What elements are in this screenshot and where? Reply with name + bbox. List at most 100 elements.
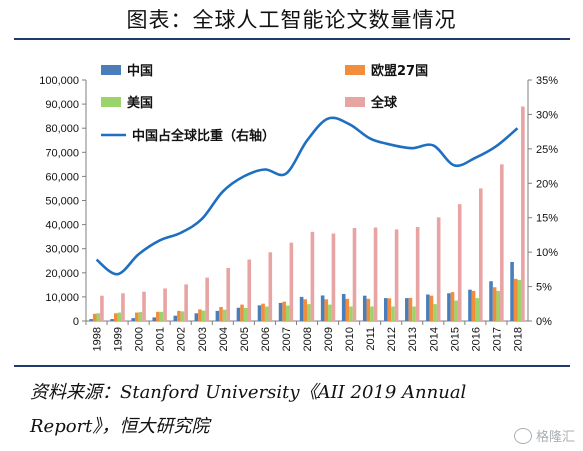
x-tick-label: 2015 xyxy=(449,327,461,351)
x-tick-label: 2018 xyxy=(512,327,524,351)
us-bar xyxy=(412,306,416,321)
global-bar xyxy=(521,106,525,321)
y-tick-label: 60,000 xyxy=(45,171,79,183)
eu27-bar xyxy=(450,292,455,321)
us-bar xyxy=(454,300,458,321)
watermark: 格隆汇 xyxy=(513,426,575,445)
us-bar xyxy=(349,306,353,321)
us-bar xyxy=(517,280,522,321)
x-tick-label: 1998 xyxy=(92,327,104,351)
us-bar xyxy=(307,304,311,321)
x-tick-label: 2008 xyxy=(302,327,314,351)
global-bar xyxy=(205,277,209,321)
source-divider xyxy=(14,365,570,367)
us-bar xyxy=(117,312,122,321)
legend-eu27-swatch xyxy=(345,65,365,75)
eu27-bar xyxy=(303,299,307,321)
y-tick-label: 80,000 xyxy=(45,123,79,135)
y-tick-label: 20,000 xyxy=(45,268,79,280)
global-bar xyxy=(247,259,252,321)
source-note: 资料来源：Stanford University《AII 2019 Annual… xyxy=(30,376,570,444)
us-bar xyxy=(328,304,332,321)
global-bar xyxy=(415,227,420,321)
x-tick-label: 2003 xyxy=(197,327,209,351)
title-divider xyxy=(14,38,570,40)
global-bar xyxy=(142,291,146,321)
x-tick-label: 2005 xyxy=(239,327,251,351)
x-tick-label: 2000 xyxy=(134,327,146,351)
eu27-bar xyxy=(345,298,350,321)
us-bar xyxy=(285,305,290,321)
eu27-bar xyxy=(513,278,518,321)
y-tick-label: 90,000 xyxy=(45,99,79,111)
x-tick-label: 1999 xyxy=(113,327,125,351)
x-tick-label: 2013 xyxy=(407,327,419,351)
china-bar xyxy=(236,307,241,321)
y-tick-label: 50,000 xyxy=(45,196,79,208)
global-bar xyxy=(352,227,357,321)
eu27-bar xyxy=(387,298,392,321)
x-tick-label: 2016 xyxy=(470,327,482,351)
us-bar xyxy=(370,306,374,321)
eu27-bar xyxy=(429,295,434,321)
x-tick-label: 2014 xyxy=(428,327,440,351)
y-tick-label: 100,000 xyxy=(39,75,79,87)
watermark-logo-icon xyxy=(513,427,532,444)
china-bar xyxy=(152,317,157,321)
us-bar xyxy=(159,311,164,321)
x-tick-label: 2001 xyxy=(155,327,167,351)
global-bar xyxy=(478,188,483,321)
eu27-bar xyxy=(113,313,118,321)
global-bar xyxy=(394,229,399,321)
legend-global-swatch xyxy=(345,97,365,107)
paper-count-chart: 0 10,000 20,000 30,000 40,000 50,000 60,000 70,… xyxy=(39,63,558,351)
china-bar xyxy=(447,293,451,321)
y-tick-label: 0 xyxy=(73,316,79,328)
y2-tick-label: 25% xyxy=(536,144,558,156)
x-tick-label: 2009 xyxy=(323,327,335,351)
eu27-bar xyxy=(240,304,244,321)
x-tick-label: 2007 xyxy=(281,327,293,351)
global-bar xyxy=(226,267,231,321)
global-bar xyxy=(500,164,504,321)
global-bar xyxy=(457,204,462,321)
legend-eu27-label: 欧盟27国 xyxy=(371,63,428,79)
china-bar xyxy=(468,289,472,321)
global-bar xyxy=(310,231,315,321)
china-share-line xyxy=(95,116,519,276)
eu27-bar xyxy=(156,311,160,321)
global-bar xyxy=(373,227,378,321)
watermark-text: 格隆汇 xyxy=(535,430,575,445)
x-tick-label: 2004 xyxy=(218,327,230,351)
us-bar xyxy=(201,310,206,321)
china-bar xyxy=(426,294,430,321)
y2-tick-label: 15% xyxy=(536,213,558,225)
china-bar xyxy=(320,295,325,321)
china-bar xyxy=(194,313,199,321)
china-bar xyxy=(110,319,114,321)
china-bar xyxy=(489,281,493,321)
china-bar xyxy=(131,318,136,321)
us-bar xyxy=(96,313,101,321)
y2-tick-label: 30% xyxy=(536,109,558,121)
china-bar xyxy=(215,310,220,321)
eu27-bar xyxy=(92,313,97,321)
y-tick-label: 30,000 xyxy=(45,244,79,256)
y2-tick-label: 20% xyxy=(536,178,558,190)
x-tick-label: 2017 xyxy=(491,327,503,351)
us-bar xyxy=(180,311,185,321)
eu27-bar xyxy=(135,312,139,321)
y-tick-label: 70,000 xyxy=(45,147,79,159)
legend-china-label: 中国 xyxy=(127,63,153,79)
legend-china-swatch xyxy=(101,65,121,75)
china-bar xyxy=(278,302,283,321)
eu27-bar xyxy=(492,287,497,321)
eu27-bar xyxy=(282,301,286,321)
china-bar xyxy=(299,296,304,321)
x-tick-label: 2006 xyxy=(260,327,272,351)
global-bar xyxy=(289,242,294,321)
eu27-bar xyxy=(261,303,265,321)
legend-us-label: 美国 xyxy=(127,95,153,111)
us-bar xyxy=(496,290,501,321)
eu27-bar xyxy=(177,310,181,321)
